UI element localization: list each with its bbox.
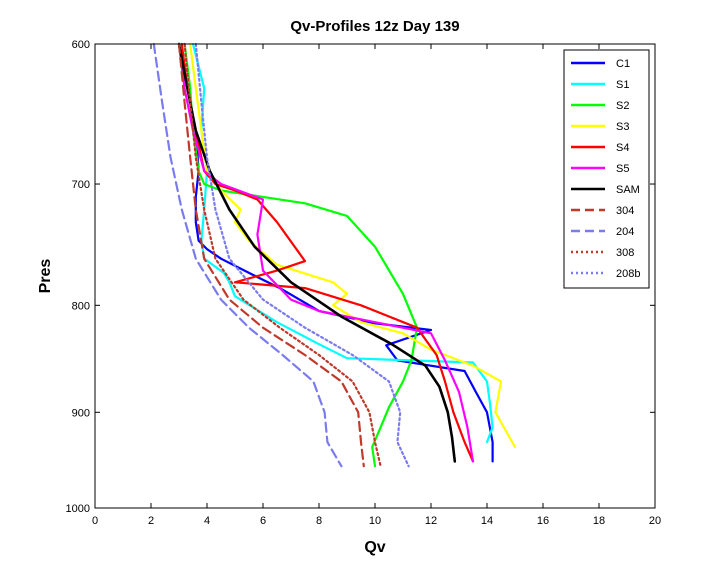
legend-label: S1 [616,79,629,91]
y-tick-label: 700 [72,179,90,191]
x-axis-title: Qv [364,539,385,556]
x-tick-label: 14 [481,515,493,527]
series-line-s3 [189,42,517,449]
legend-label: C1 [616,58,630,70]
y-tick-label: 600 [72,39,90,51]
x-tick-label: 18 [593,515,605,527]
legend-box [563,49,650,289]
series-line-s5 [177,42,475,463]
legend-label: 204 [616,226,634,238]
x-tick-label: 0 [92,515,98,527]
x-tick-label: 2 [148,515,154,527]
legend-label: S4 [616,142,629,154]
legend-label: S5 [616,163,629,175]
x-tick-label: 6 [260,515,266,527]
legend-label: 208b [616,268,640,280]
x-tick-label: 8 [316,515,322,527]
chart-title: Qv-Profiles 12z Day 139 [290,18,459,35]
x-tick-label: 4 [204,515,210,527]
series-line-308 [183,42,382,468]
plot-area [152,42,517,468]
y-axis-title: Pres [37,259,54,294]
series-line-304 [177,42,365,468]
x-tick-label: 12 [425,515,437,527]
x-tick-label: 16 [537,515,549,527]
y-tick-label: 900 [72,407,90,419]
axis-ticks: 0 2 4 6 8 10 12 14 16 18 20 600 700 800 900 1000 [66,39,662,527]
legend: C1 S1 S2 S3 S4 S5 SAM 304 204 308 208b [563,49,650,289]
legend-label: S3 [616,121,629,133]
y-tick-label: 800 [72,300,90,312]
legend-label: 304 [616,205,634,217]
series-line-204 [152,42,343,468]
legend-label: S2 [616,100,629,112]
legend-label: SAM [616,184,640,196]
x-tick-label: 20 [649,515,661,527]
x-tick-label: 10 [369,515,381,527]
y-tick-label: 1000 [66,503,90,515]
series-line-sam [177,42,457,463]
series-line-208b [194,42,410,468]
legend-label: 308 [616,247,634,259]
